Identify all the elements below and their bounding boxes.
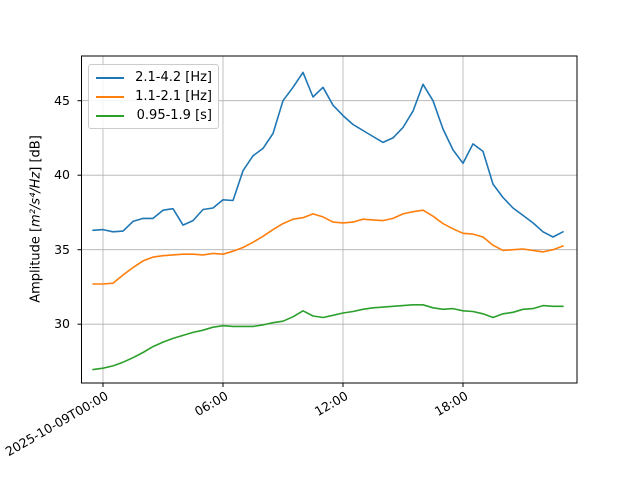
legend-line-swatch [96,95,124,98]
series-line-2 [92,303,564,371]
series-line-1 [92,209,564,285]
axes-frame [81,55,578,384]
legend-entry: 2.1-4.2 [Hz] [96,68,212,87]
y-axis-label: Amplitude [m²/s⁴/Hz] [dB] [29,135,44,303]
y-tick-label: 30 [54,316,70,332]
legend-entry-label: 2.1-4.2 [Hz] [135,70,212,85]
legend-entry-label: 0.95-1.9 [s] [136,108,212,123]
legend-line-swatch [96,114,124,117]
series-line-0 [92,71,564,238]
legend-entry: 1.1-2.1 [Hz] [96,87,212,106]
legend-line-swatch [96,76,124,79]
y-tick-label: 45 [54,92,70,108]
y-tick-label: 40 [54,167,70,183]
legend: 2.1-4.2 [Hz] 1.1-2.1 [Hz] 0.95-1.9 [s] [88,64,219,129]
y-axis-label-prefix: Amplitude [ [28,226,44,303]
legend-entry-label: 1.1-2.1 [Hz] [135,89,212,104]
legend-entry: 0.95-1.9 [s] [96,106,212,125]
y-tick-label: 35 [54,241,70,257]
